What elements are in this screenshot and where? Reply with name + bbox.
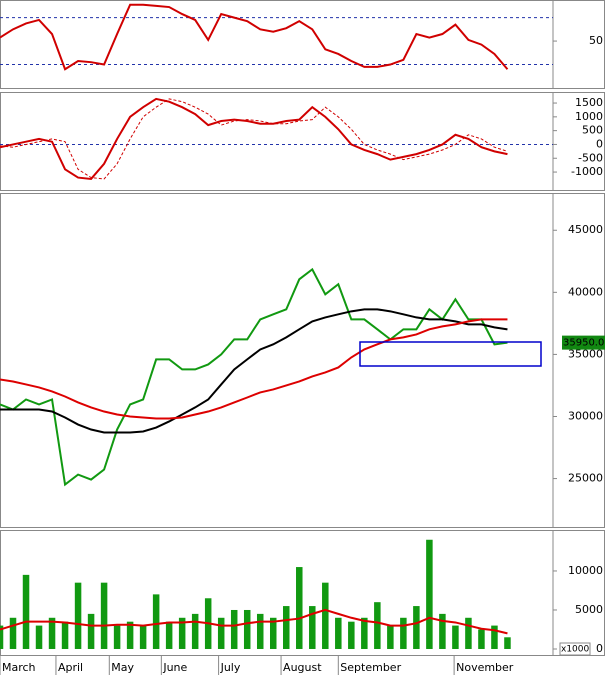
volume-bar xyxy=(178,617,186,649)
panel-frame xyxy=(0,0,605,89)
volume-bar xyxy=(243,609,251,649)
volume-bar xyxy=(217,617,225,649)
volume-bar xyxy=(504,637,511,649)
volume-bar xyxy=(439,613,446,649)
highlight-box xyxy=(359,341,542,367)
series-line xyxy=(0,3,509,71)
y-tick-label: -500 xyxy=(578,151,603,164)
x-tick-label: August xyxy=(283,661,322,674)
y-tick-label: 500 xyxy=(582,124,603,137)
volume-bar xyxy=(139,625,147,649)
last-price-label: 35950.00 xyxy=(563,338,605,349)
y-tick-label: 1000 xyxy=(575,110,603,123)
x-tick-label: July xyxy=(220,661,241,674)
volume-bar xyxy=(452,625,459,649)
volume-bar xyxy=(191,613,199,649)
y-tick-label: 5000 xyxy=(575,603,603,616)
series-line xyxy=(0,97,508,181)
series-line xyxy=(0,318,508,420)
volume-bar xyxy=(491,625,498,649)
x-tick-label: June xyxy=(162,661,187,674)
volume-bar xyxy=(400,617,407,649)
series-line xyxy=(0,98,508,180)
y-tick-label: 40000 xyxy=(568,285,603,298)
volume-bar xyxy=(335,617,342,649)
panel-frame xyxy=(0,193,605,528)
volume-bar xyxy=(322,582,329,649)
x-tick-label: November xyxy=(456,661,514,674)
volume-bar xyxy=(48,617,56,649)
volume-bar xyxy=(0,625,4,649)
unit-label: x1000 xyxy=(561,645,590,655)
x-tick-label: April xyxy=(58,661,83,674)
y-tick-label: -1000 xyxy=(571,165,603,178)
volume-bar xyxy=(374,602,381,649)
y-tick-label: 10000 xyxy=(568,564,603,577)
y-tick-label: 1500 xyxy=(575,96,603,109)
panel-frame xyxy=(0,92,605,191)
volume-bar xyxy=(465,617,472,649)
y-tick-label: 45000 xyxy=(568,223,603,236)
volume-bar xyxy=(283,606,290,649)
volume-bar xyxy=(100,582,108,649)
last-price-box xyxy=(562,335,605,350)
y-tick-label: 0 xyxy=(596,137,603,150)
series-line xyxy=(0,608,508,635)
volume-bar xyxy=(126,621,134,649)
volume-bar xyxy=(230,609,238,649)
volume-bar xyxy=(269,617,277,649)
x-tick-label: September xyxy=(340,661,401,674)
volume-bar xyxy=(256,613,264,649)
volume-bar xyxy=(478,629,485,649)
volume-bar xyxy=(113,625,121,649)
series-line xyxy=(0,308,508,434)
volume-bar xyxy=(361,617,368,649)
volume-bar xyxy=(309,606,316,649)
volume-bar xyxy=(22,574,30,649)
volume-bar xyxy=(165,621,173,649)
volume-bar xyxy=(387,625,394,649)
volume-bar xyxy=(348,621,355,649)
volume-bar xyxy=(87,613,95,649)
x-tick-label: March xyxy=(2,661,36,674)
volume-bar xyxy=(296,567,303,649)
volume-bar xyxy=(413,606,420,649)
y-tick-label: 0 xyxy=(596,642,603,655)
volume-bar xyxy=(9,617,17,649)
volume-bar xyxy=(152,594,160,649)
y-tick-label: 35000 xyxy=(568,347,603,360)
volume-bar xyxy=(61,621,69,649)
volume-bar xyxy=(35,625,43,649)
unit-box xyxy=(559,642,591,656)
volume-bar xyxy=(74,582,82,649)
y-tick-label: 30000 xyxy=(568,409,603,422)
y-tick-label: 50 xyxy=(589,34,603,47)
series-line xyxy=(0,267,508,487)
x-tick-label: May xyxy=(111,661,134,674)
volume-bar xyxy=(426,539,433,649)
y-tick-label: 25000 xyxy=(568,472,603,485)
